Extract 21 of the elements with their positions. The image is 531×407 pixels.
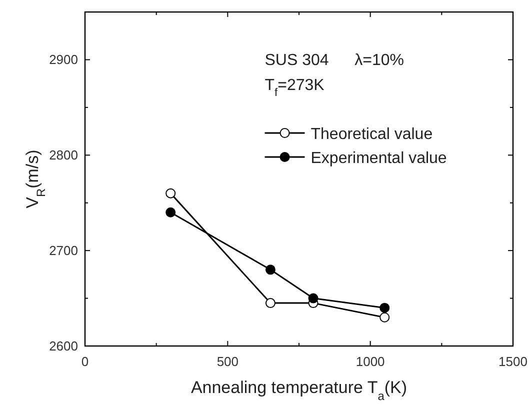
point — [166, 188, 176, 198]
annotation: λ=10% — [354, 52, 404, 69]
y-tick-label: 2700 — [49, 243, 78, 258]
annotation: SUS 304 — [264, 52, 329, 69]
x-tick-label: 1000 — [356, 354, 385, 369]
y-tick-label: 2800 — [49, 148, 78, 163]
point — [265, 264, 276, 275]
point — [265, 298, 276, 308]
y-tick-label: 2900 — [49, 52, 78, 68]
point — [380, 302, 390, 313]
point — [380, 312, 390, 322]
point — [308, 293, 318, 304]
y-tick-label: 2600 — [49, 338, 78, 354]
point — [166, 207, 176, 218]
x-tick-label: 1500 — [498, 354, 528, 369]
x-axis-title: Annealing temperature T$_{a}$(K) — [190, 378, 408, 403]
legend-label: Experimental value — [310, 150, 447, 167]
annotation: T$_{f}$=273K — [264, 77, 325, 99]
x-tick-label: 500 — [216, 354, 239, 369]
legend-label: Theoretical value — [310, 126, 433, 143]
x-tick-label: 0 — [81, 354, 89, 369]
